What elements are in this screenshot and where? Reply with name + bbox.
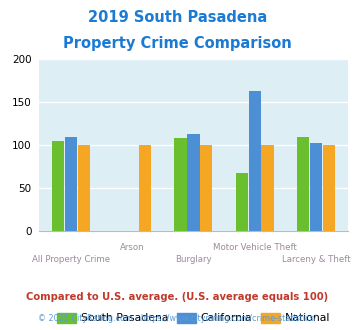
Bar <box>297 137 309 231</box>
Text: Larceny & Theft: Larceny & Theft <box>282 255 350 264</box>
Text: Property Crime Comparison: Property Crime Comparison <box>63 36 292 51</box>
Bar <box>52 141 64 231</box>
Bar <box>310 143 322 231</box>
Bar <box>187 134 200 231</box>
Bar <box>200 145 213 231</box>
Bar <box>248 91 261 231</box>
Legend: South Pasadena, California, National: South Pasadena, California, National <box>53 309 334 328</box>
Text: 2019 South Pasadena: 2019 South Pasadena <box>88 10 267 25</box>
Bar <box>139 145 151 231</box>
Text: Arson: Arson <box>120 243 144 252</box>
Bar <box>174 138 187 231</box>
Text: © 2025 CityRating.com - https://www.cityrating.com/crime-statistics/: © 2025 CityRating.com - https://www.city… <box>38 314 317 323</box>
Text: Motor Vehicle Theft: Motor Vehicle Theft <box>213 243 297 252</box>
Text: Compared to U.S. average. (U.S. average equals 100): Compared to U.S. average. (U.S. average … <box>26 292 329 302</box>
Text: Burglary: Burglary <box>175 255 212 264</box>
Bar <box>236 173 248 231</box>
Bar <box>78 145 90 231</box>
Bar <box>65 137 77 231</box>
Bar <box>262 145 274 231</box>
Text: All Property Crime: All Property Crime <box>32 255 110 264</box>
Bar <box>323 145 335 231</box>
